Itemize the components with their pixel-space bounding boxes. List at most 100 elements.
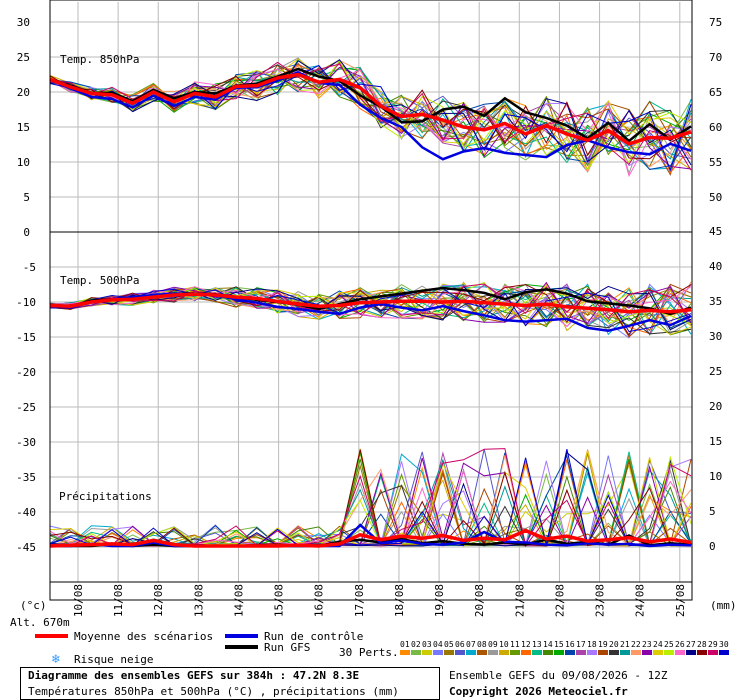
- pert-line-precip: [49, 448, 692, 547]
- x-date-label: 23/08: [594, 584, 607, 617]
- tick-label: -45: [16, 541, 36, 554]
- tick-label: -10: [16, 296, 36, 309]
- right-axis-850: 75 70 65 60 55 50: [709, 16, 722, 204]
- pert-color-swatch: [609, 650, 619, 655]
- pert-color-swatch: [653, 650, 663, 655]
- pert-color-swatch: [598, 650, 608, 655]
- tick-label: 45: [709, 225, 722, 238]
- pert-number-label: 03: [422, 640, 432, 649]
- x-date-label: 16/08: [313, 584, 326, 617]
- tick-label: 15: [17, 121, 30, 134]
- pert-color-swatch: [455, 650, 465, 655]
- pert-line-850: [49, 59, 692, 174]
- pert-color-swatch: [411, 650, 421, 655]
- mean-line-500: [49, 292, 692, 314]
- x-date-label: 18/08: [393, 584, 406, 617]
- pert-number-label: 16: [565, 640, 575, 649]
- tick-label: -35: [16, 471, 36, 484]
- pert-number-label: 06: [455, 640, 465, 649]
- tick-label: -25: [16, 401, 36, 414]
- pert-number-label: 08: [477, 640, 487, 649]
- mean-line-850: [49, 72, 692, 146]
- legend-control-label: Run de contrôle: [264, 630, 363, 643]
- control-line-precip: [50, 523, 692, 548]
- pert-color-swatch: [697, 650, 707, 655]
- pert-number-label: 07: [466, 640, 476, 649]
- pert-color-swatch: [433, 650, 443, 655]
- pert-color-swatch: [444, 650, 454, 655]
- x-date-label: 12/08: [152, 584, 165, 617]
- tick-label: 10: [709, 470, 722, 483]
- footer-title: Diagramme des ensembles GEFS sur 384h : …: [28, 669, 360, 682]
- tick-label: 65: [709, 86, 722, 99]
- pert-color-swatch: [565, 650, 575, 655]
- pert-color-swatch: [708, 650, 718, 655]
- pert-number-label: 18: [587, 640, 597, 649]
- tick-label: 50: [709, 191, 722, 204]
- tick-label: 10: [17, 156, 30, 169]
- pert-number-label: 09: [488, 640, 498, 649]
- pert-number-label: 15: [554, 640, 564, 649]
- left-axis-500: -5 -10 -15 -20 -25 -30 -35 -40 -45: [16, 261, 36, 554]
- mean-line-precip: [49, 528, 692, 548]
- pert-number-label: 12: [521, 640, 531, 649]
- pert-number-label: 21: [620, 640, 630, 649]
- pert-number-label: 02: [411, 640, 421, 649]
- main-series-lines: [49, 67, 692, 548]
- pert-number-label: 05: [444, 640, 454, 649]
- tick-label: 30: [709, 330, 722, 343]
- pert-color-swatch: [466, 650, 476, 655]
- pert-color-swatch: [686, 650, 696, 655]
- gfs-line-850: [49, 67, 692, 143]
- footer-box: [20, 667, 440, 700]
- x-date-label: 21/08: [513, 584, 526, 617]
- pert-color-swatch: [587, 650, 597, 655]
- pert-color-swatch: [422, 650, 432, 655]
- tick-label: 0: [709, 540, 716, 553]
- tick-label: -30: [16, 436, 36, 449]
- x-date-label: 11/08: [112, 584, 125, 617]
- tick-label: 5: [709, 505, 716, 518]
- control-line-500: [49, 292, 692, 332]
- pert-number-label: 11: [510, 640, 520, 649]
- right-axis-500: 45 40 35 30 25 20 15 10 5 0: [709, 225, 722, 553]
- unit-left: (°c): [20, 599, 47, 612]
- tick-label: 60: [709, 121, 722, 134]
- pert-line-850: [49, 73, 692, 167]
- tick-label: 20: [709, 400, 722, 413]
- tick-label: 20: [17, 86, 30, 99]
- pert-color-swatch: [488, 650, 498, 655]
- pert-number-label: 17: [576, 640, 586, 649]
- x-date-label: 24/08: [634, 584, 647, 617]
- gfs-line-precip: [50, 534, 692, 548]
- pert-number-label: 22: [631, 640, 641, 649]
- x-date-label: 22/08: [553, 584, 566, 617]
- pert-color-swatch: [675, 650, 685, 655]
- pert-number-label: 30: [719, 640, 729, 649]
- pert-number-label: 01: [400, 640, 410, 649]
- pert-color-swatch: [631, 650, 641, 655]
- panel-title-500: Temp. 500hPa: [60, 274, 139, 287]
- tick-label: 5: [23, 191, 30, 204]
- footer-copyright: Copyright 2026 Meteociel.fr: [449, 685, 628, 698]
- pert-color-swatch: [532, 650, 542, 655]
- tick-label: -20: [16, 366, 36, 379]
- legend-gfs-label: Run GFS: [264, 641, 310, 654]
- plot-frame: [49, 0, 693, 601]
- footer-subtitle: Températures 850hPa et 500hPa (°C) , pré…: [28, 685, 399, 698]
- pert-color-swatch: [576, 650, 586, 655]
- pert-number-label: 19: [598, 640, 608, 649]
- tick-label: -5: [23, 261, 36, 274]
- x-date-label: 15/08: [273, 584, 286, 617]
- pert-number-label: 27: [686, 640, 696, 649]
- pert-line-500: [49, 283, 692, 320]
- legend-mean-label: Moyenne des scénarios: [74, 630, 213, 643]
- tick-label: 15: [709, 435, 722, 448]
- pert-color-swatch: [477, 650, 487, 655]
- tick-label: 30: [17, 16, 30, 29]
- pert-number-label: 24: [653, 640, 663, 649]
- tick-label: -15: [16, 331, 36, 344]
- x-date-label: 17/08: [353, 584, 366, 617]
- pert-color-swatch: [543, 650, 553, 655]
